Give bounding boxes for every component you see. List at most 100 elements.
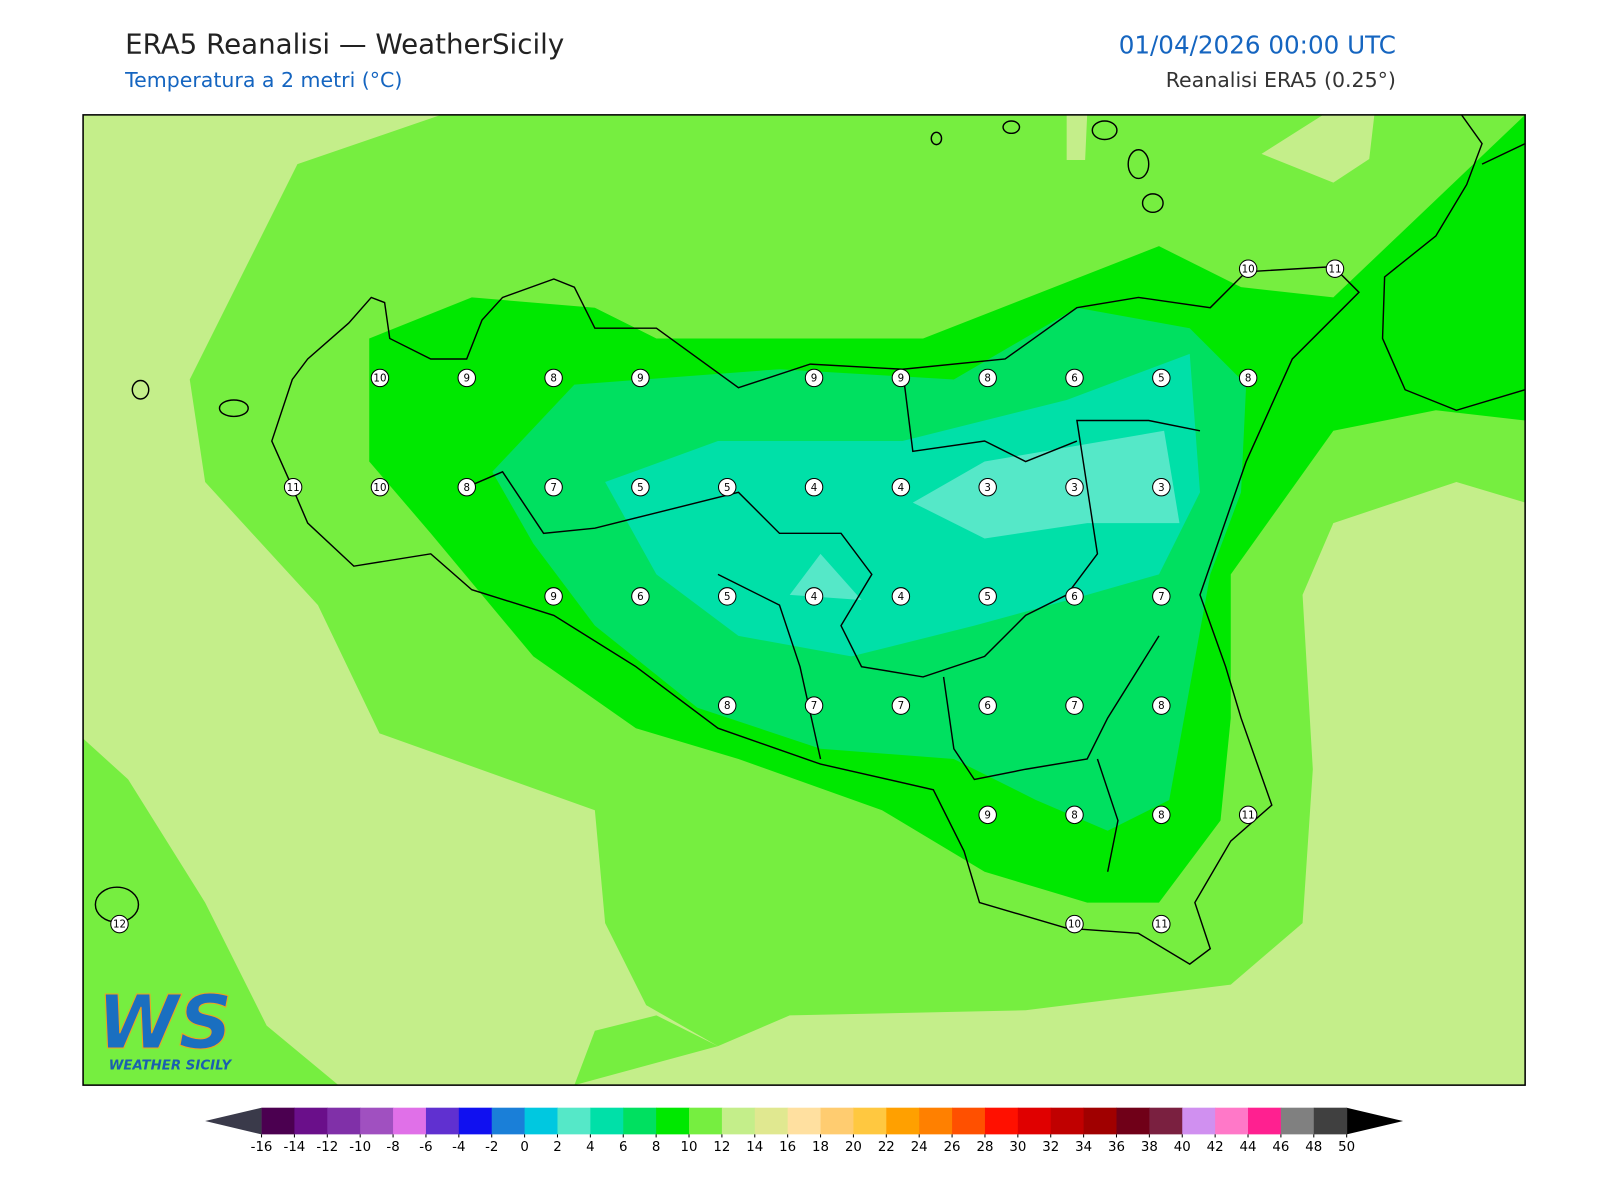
station-value: 4 — [811, 591, 818, 603]
colorbar-swatch — [1215, 1107, 1249, 1135]
station-value: 3 — [1071, 482, 1078, 494]
station-marker — [717, 587, 737, 606]
colorbar-tick-label: -6 — [419, 1140, 432, 1155]
colorbar-tick-label: 2 — [553, 1140, 561, 1155]
colorbar-tick-label: 20 — [845, 1140, 862, 1155]
colorbar-swatch — [557, 1107, 591, 1135]
station-value: 5 — [637, 482, 644, 494]
colorbar-swatch — [754, 1107, 789, 1135]
colorbar-tick-label: -10 — [349, 1140, 371, 1155]
colorbar-swatch — [360, 1107, 394, 1135]
colorbar-tick-label: -14 — [284, 1140, 306, 1155]
station-value: 12 — [113, 919, 126, 931]
colorbar-swatch — [1149, 1107, 1183, 1135]
station-value: 5 — [984, 591, 991, 603]
station-value: 6 — [1071, 591, 1078, 603]
title: ERA5 Reanalisi — WeatherSicily — [125, 27, 564, 60]
colorbar-swatch — [1182, 1107, 1216, 1135]
source: Reanalisi ERA5 (0.25°) — [1166, 68, 1396, 92]
colorbar-swatch — [1313, 1107, 1348, 1135]
colorbar-swatch — [853, 1107, 887, 1135]
temperature-field — [912, 430, 1180, 539]
station-marker — [1065, 477, 1084, 497]
colorbar-swatch — [623, 1107, 657, 1135]
colorbar-swatch — [656, 1107, 690, 1135]
station-value: 10 — [373, 373, 386, 385]
colorbar-swatch — [590, 1107, 624, 1135]
station-marker — [717, 696, 737, 715]
colorbar-tick-label: 26 — [944, 1140, 961, 1155]
colorbar-tick-label: 8 — [652, 1140, 660, 1155]
station-value: 4 — [811, 482, 818, 494]
station-value: 8 — [1158, 700, 1165, 712]
station-marker — [717, 477, 737, 497]
colorbar-tick-label: 0 — [520, 1140, 528, 1155]
station-marker — [544, 587, 563, 606]
colorbar-tick-label: 16 — [779, 1140, 796, 1155]
station-value: 8 — [1245, 373, 1252, 385]
station-marker — [1065, 587, 1084, 606]
station-value: 8 — [984, 373, 991, 385]
station-value: 9 — [464, 373, 471, 385]
colorbar-tick-label: 24 — [911, 1140, 928, 1155]
station-value: 9 — [811, 373, 818, 385]
station-value: 9 — [550, 591, 557, 603]
station-marker — [891, 696, 911, 715]
station-value: 7 — [1158, 591, 1165, 603]
temperature-field — [605, 353, 1200, 657]
colorbar-tick-label: 10 — [681, 1140, 698, 1155]
colorbar-swatch — [491, 1107, 526, 1135]
colorbar-tick-label: 42 — [1207, 1140, 1224, 1155]
logo: WS WEATHER SICILY — [97, 980, 233, 1074]
colorbar-tick-label: 12 — [713, 1140, 730, 1155]
station-value: 7 — [550, 482, 557, 494]
colorbar-over — [1346, 1107, 1404, 1135]
station-marker — [544, 368, 563, 388]
colorbar-swatch — [721, 1107, 756, 1135]
colorbar-swatch — [820, 1107, 854, 1135]
colorbar-swatch — [524, 1107, 558, 1135]
subtitle: Temperatura a 2 metri (°C) — [124, 68, 402, 92]
map: 10 11 10 9 8 9 9 9 8 6 5 8 11 10 8 7 5 5 4 4 3 3 3 9 6 5 4 4 5 6 7 8 7 7 6… — [83, 114, 1526, 1086]
station-value: 10 — [1242, 263, 1255, 275]
station-value: 6 — [984, 700, 991, 712]
station-value: 6 — [1071, 373, 1078, 385]
colorbar-swatch — [261, 1107, 295, 1135]
station-marker — [804, 696, 824, 715]
station-value: 4 — [898, 591, 905, 603]
station-marker — [891, 368, 911, 388]
station-value: 8 — [464, 482, 471, 494]
colorbar: -16 -14 -12 -10 -8 -6 -4 -2 0 2 4 6 8 10 12 14 16 18 20 22 2… — [205, 1107, 1404, 1155]
datetime: 01/04/2026 00:00 UTC — [1119, 30, 1396, 59]
station-marker — [631, 368, 650, 388]
colorbar-tick-label: 6 — [619, 1140, 627, 1155]
temperature-field — [83, 738, 339, 1086]
station-value: 11 — [1242, 809, 1255, 821]
station-values: 10 11 10 9 8 9 9 9 8 6 5 8 11 10 8 7 5 5 4 4 3 3 3 9 6 5 4 4 5 6 7 8 7 7 6… — [110, 259, 1345, 934]
colorbar-tick-label: 30 — [1009, 1140, 1026, 1155]
station-marker — [370, 477, 390, 497]
colorbar-tick-label: -12 — [316, 1140, 338, 1155]
colorbar-tick-label: 14 — [746, 1140, 763, 1155]
colorbar-swatch — [952, 1107, 986, 1135]
colorbar-swatch — [294, 1107, 328, 1135]
colorbar-tick-label: 18 — [812, 1140, 829, 1155]
station-value: 9 — [637, 373, 644, 385]
station-value: 11 — [1155, 919, 1168, 931]
logo-caption: WEATHER SICILY — [109, 1059, 233, 1074]
station-value: 3 — [984, 482, 991, 494]
station-marker — [978, 805, 997, 825]
colorbar-swatch — [1017, 1107, 1052, 1135]
station-value: 7 — [1071, 700, 1078, 712]
station-value: 6 — [637, 591, 644, 603]
station-marker — [978, 368, 997, 388]
colorbar-tick-label: 40 — [1174, 1140, 1191, 1155]
colorbar-tick-label: 48 — [1305, 1140, 1322, 1155]
station-value: 9 — [984, 809, 991, 821]
colorbar-tick-label: 50 — [1338, 1140, 1355, 1155]
colorbar-swatch — [689, 1107, 723, 1135]
station-value: 5 — [724, 482, 731, 494]
colorbar-tick-label: -4 — [452, 1140, 465, 1155]
logo-mark: WS — [97, 980, 232, 1066]
station-value: 10 — [1068, 919, 1081, 931]
